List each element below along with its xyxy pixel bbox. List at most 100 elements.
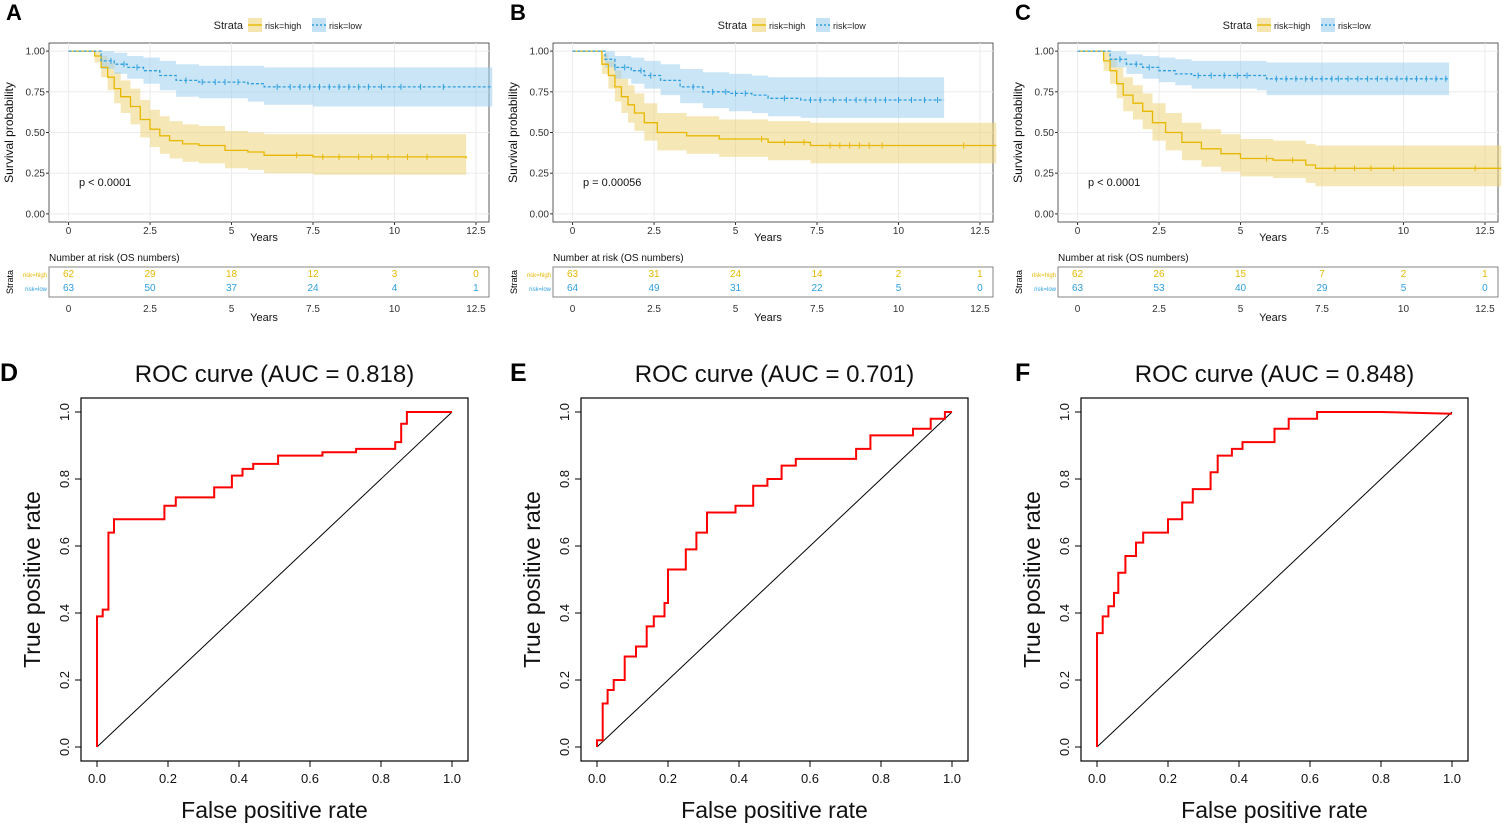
risk-table-x-tick-label: 5 <box>1238 304 1244 315</box>
x-tick-label: 0.2 <box>659 771 677 786</box>
risk-table-row-label: risk=high <box>1032 273 1056 279</box>
risk-table-cell: 37 <box>226 283 238 294</box>
risk-table-x-tick-label: 12.5 <box>466 304 486 315</box>
x-tick-label: 12.5 <box>970 226 990 237</box>
y-tick-label: 1.00 <box>530 47 550 58</box>
y-tick-label: 0.0 <box>57 738 72 756</box>
legend-entry: risk=high <box>1274 21 1310 31</box>
panel-letter: B <box>510 0 526 25</box>
x-tick-label: 7.5 <box>306 226 320 237</box>
y-tick-label: 1.0 <box>557 403 572 421</box>
survival-curve-risk-low <box>68 50 493 88</box>
y-tick-label: 1.00 <box>1035 47 1055 58</box>
reference-diagonal <box>96 411 453 748</box>
roc-panel-E: E ROC curve (AUC = 0.701) 0.0 0.2 0.4 0.6 0.8 1… <box>510 359 969 823</box>
risk-table: Number at risk (OS numbers) Strata risk=hi… <box>1014 253 1499 324</box>
p-value: p < 0.0001 <box>79 177 131 189</box>
x-axis-label: False positive rate <box>1181 797 1368 823</box>
x-tick-label: 0.0 <box>588 771 606 786</box>
y-tick-label: 0.50 <box>1035 128 1055 139</box>
panel-letter: E <box>510 359 527 387</box>
x-tick-label: 0.8 <box>372 771 390 786</box>
y-tick-label: 1.0 <box>1057 403 1072 421</box>
x-tick-label: 12.5 <box>466 226 486 237</box>
y-tick-label: 0.2 <box>1057 671 1072 689</box>
legend-entry: risk=low <box>1338 21 1371 31</box>
x-tick-label: 0.4 <box>230 771 248 786</box>
legend-entry: risk=high <box>769 21 805 31</box>
chart-title: ROC curve (AUC = 0.818) <box>135 361 414 388</box>
x-tick-label: 0.8 <box>1372 771 1390 786</box>
risk-table-cell: 40 <box>1235 283 1247 294</box>
x-axis-label: Years <box>250 232 278 244</box>
y-tick-label: 0.25 <box>1035 169 1055 180</box>
x-tick-label: 2.5 <box>647 226 661 237</box>
legend: Strata risk=high risk=low <box>718 18 866 32</box>
x-tick-label: 2.5 <box>1152 226 1166 237</box>
panel-letter: C <box>1015 0 1031 25</box>
risk-table-cell: 24 <box>730 269 742 280</box>
risk-table-x-tick-label: 10 <box>1398 304 1410 315</box>
legend-entry: risk=low <box>833 21 866 31</box>
y-axis-label: Survival probability <box>506 82 520 183</box>
risk-table-cell: 5 <box>896 283 902 294</box>
x-tick-label: 0.8 <box>872 771 890 786</box>
x-tick-label: 0.2 <box>1159 771 1177 786</box>
legend: Strata risk=high risk=low <box>1223 18 1371 32</box>
risk-table-x-tick-label: 10 <box>389 304 401 315</box>
y-axis-label: True positive rate <box>19 491 45 668</box>
y-tick-label: 0.6 <box>557 537 572 555</box>
risk-table-x-tick-label: 0 <box>570 304 576 315</box>
risk-table-row-label: risk=low <box>1034 287 1057 293</box>
chart-title: ROC curve (AUC = 0.848) <box>1135 361 1414 388</box>
x-axis-label: False positive rate <box>681 797 868 823</box>
risk-table-x-label: Years <box>754 312 782 324</box>
risk-table-cell: 29 <box>144 269 156 280</box>
x-tick-label: 1.0 <box>1443 771 1461 786</box>
roc-panel-F: F ROC curve (AUC = 0.848) 0.0 0.2 0.4 0.6 0.8 1… <box>1015 359 1469 823</box>
risk-table-x-tick-label: 10 <box>893 304 905 315</box>
risk-table-row-label: risk=high <box>23 273 47 279</box>
x-tick-label: 12.5 <box>1475 226 1495 237</box>
risk-table-x-tick-label: 2.5 <box>1152 304 1166 315</box>
x-tick-label: 0.6 <box>1301 771 1319 786</box>
risk-table-ylabel: Strata <box>5 270 15 294</box>
risk-table-cell: 24 <box>307 283 319 294</box>
x-tick-label: 2.5 <box>143 226 157 237</box>
x-tick-label: 0.4 <box>1230 771 1248 786</box>
risk-table-cell: 1 <box>1482 269 1488 280</box>
x-axis-label: False positive rate <box>181 797 368 823</box>
confidence-band-risk-high <box>572 51 997 164</box>
risk-table-title: Number at risk (OS numbers) <box>553 253 684 264</box>
risk-table-frame <box>48 266 490 298</box>
risk-table-cell: 3 <box>392 269 398 280</box>
risk-table-x-tick-label: 7.5 <box>810 304 824 315</box>
legend-key <box>1321 18 1335 32</box>
x-tick-label: 5 <box>229 226 235 237</box>
risk-table-x-tick-label: 12.5 <box>970 304 990 315</box>
confidence-band-risk-low <box>572 51 945 118</box>
risk-table-title: Number at risk (OS numbers) <box>49 253 180 264</box>
x-tick-label: 0.0 <box>1088 771 1106 786</box>
x-axis-label: Years <box>1259 232 1287 244</box>
y-tick-label: 0.2 <box>57 671 72 689</box>
risk-table-cell: 31 <box>730 283 742 294</box>
y-tick-label: 0.4 <box>57 604 72 622</box>
panel-letter: D <box>0 359 18 387</box>
x-axis-label: Years <box>754 232 782 244</box>
survival-curve-risk-high <box>572 50 997 147</box>
risk-table-cell: 2 <box>1401 269 1407 280</box>
y-axis-label: True positive rate <box>519 491 545 668</box>
x-tick-label: 1.0 <box>443 771 461 786</box>
p-value: p = 0.00056 <box>583 177 641 189</box>
reference-diagonal <box>596 411 953 748</box>
survival-curve-risk-high <box>1077 50 1502 169</box>
chart-title: ROC curve (AUC = 0.701) <box>635 361 914 388</box>
risk-table-x-tick-label: 5 <box>229 304 235 315</box>
risk-table-cell: 0 <box>473 269 479 280</box>
y-tick-label: 0.4 <box>557 604 572 622</box>
risk-table-cell: 2 <box>896 269 902 280</box>
risk-table-row-label: risk=low <box>529 287 552 293</box>
